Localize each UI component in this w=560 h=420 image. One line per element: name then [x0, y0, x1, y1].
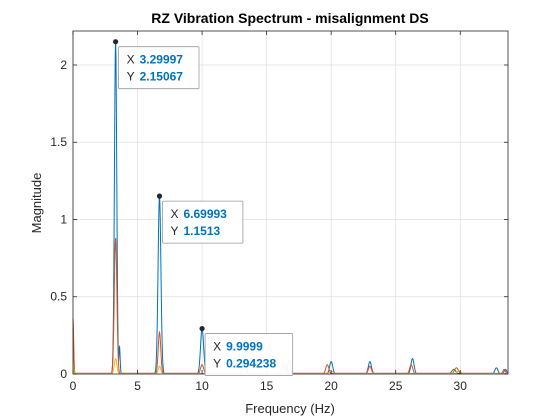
datatip-y-key: Y: [170, 224, 178, 238]
x-tick-label: 20: [324, 379, 338, 393]
y-tick-label: 2: [60, 58, 67, 72]
datatip-y-value: 1.1513: [183, 224, 220, 238]
y-tick-label: 0.5: [50, 290, 67, 304]
datatip-x-key: X: [170, 207, 178, 221]
ticks-layer: 0 5 10 15 20 25 30 0 0.5 1 1.5 2: [50, 31, 508, 393]
y-tick-label: 1: [60, 212, 67, 226]
x-tick-label: 30: [454, 379, 468, 393]
datatip-x-key: X: [127, 53, 135, 67]
y-tick-label: 1.5: [50, 135, 67, 149]
x-axis-label: Frequency (Hz): [245, 401, 335, 416]
x-tick-label: 10: [195, 379, 209, 393]
datatip-y-key: Y: [127, 70, 135, 84]
datatip-box[interactable]: [118, 46, 200, 90]
datatip-y-value: 2.15067: [140, 70, 184, 84]
datatip-x-key: X: [213, 340, 221, 354]
datatip-y-key: Y: [213, 357, 221, 371]
datatip-x-value: 6.69993: [183, 207, 227, 221]
datatip-box[interactable]: [204, 333, 294, 376]
y-tick-label: 0: [60, 367, 67, 381]
datatip-marker[interactable]: [112, 39, 119, 45]
chart-title: RZ Vibration Spectrum - misalignment DS: [151, 10, 428, 26]
datatip-marker[interactable]: [199, 325, 205, 332]
y-axis-label: Magnitude: [29, 173, 44, 234]
datatip-y-value: 0.294238: [226, 357, 276, 371]
datatip-marker[interactable]: [156, 193, 163, 199]
x-tick-label: 5: [134, 379, 141, 393]
x-tick-label: 0: [70, 379, 77, 393]
x-tick-label: 25: [389, 379, 403, 393]
datatip-box[interactable]: [162, 200, 244, 244]
x-tick-label: 15: [260, 379, 274, 393]
datatip-x-value: 9.9999: [226, 340, 263, 354]
datatip-x-value: 3.29997: [140, 53, 184, 67]
